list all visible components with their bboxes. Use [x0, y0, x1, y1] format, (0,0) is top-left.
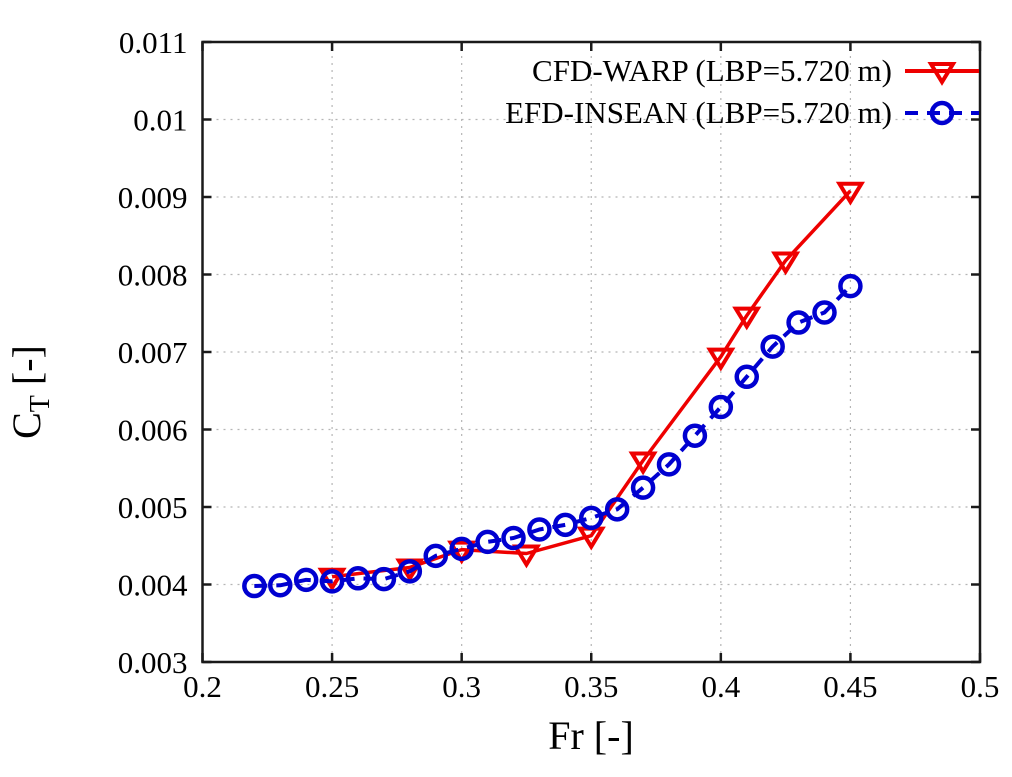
y-tick-label: 0.009 [118, 180, 188, 215]
x-tick-label: 0.2 [183, 669, 222, 704]
x-axis-label: Fr [-] [548, 713, 634, 758]
y-tick-label: 0.003 [118, 645, 188, 680]
legend-item-efd-insean: EFD-INSEAN (LBP=5.720 m) [505, 92, 980, 134]
y-tick-label: 0.01 [133, 103, 187, 138]
y-tick-label: 0.006 [118, 413, 188, 448]
y-axis-label: CT [-] [3, 212, 57, 572]
y-tick-label: 0.005 [118, 490, 188, 525]
legend: CFD-WARP (LBP=5.720 m) EFD-INSEAN (LBP=5… [505, 50, 980, 134]
y-tick-label: 0.007 [118, 335, 188, 370]
y-axis-label-base: C [4, 412, 49, 439]
x-tick-label: 0.3 [442, 669, 481, 704]
y-tick-label: 0.004 [118, 568, 188, 603]
x-tick-label: 0.35 [564, 669, 618, 704]
legend-label-efd-insean: EFD-INSEAN (LBP=5.720 m) [505, 95, 892, 130]
x-tick-label: 0.4 [701, 669, 740, 704]
x-tick-label: 0.25 [305, 669, 359, 704]
series-efd [242, 273, 863, 599]
y-tick-label: 0.008 [118, 258, 188, 293]
y-tick-label: 0.011 [119, 25, 188, 60]
x-tick-label: 0.5 [961, 669, 1000, 704]
legend-label-cfd-warp: CFD-WARP (LBP=5.720 m) [532, 53, 892, 88]
legend-item-cfd-warp: CFD-WARP (LBP=5.720 m) [505, 50, 980, 92]
y-axis-label-units: [-] [4, 345, 49, 396]
y-axis-label-subscript: T [25, 395, 56, 413]
legend-sample-line-circle-icon [905, 100, 979, 126]
legend-sample-line-triangle-icon [905, 62, 979, 86]
x-tick-label: 0.45 [823, 669, 877, 704]
